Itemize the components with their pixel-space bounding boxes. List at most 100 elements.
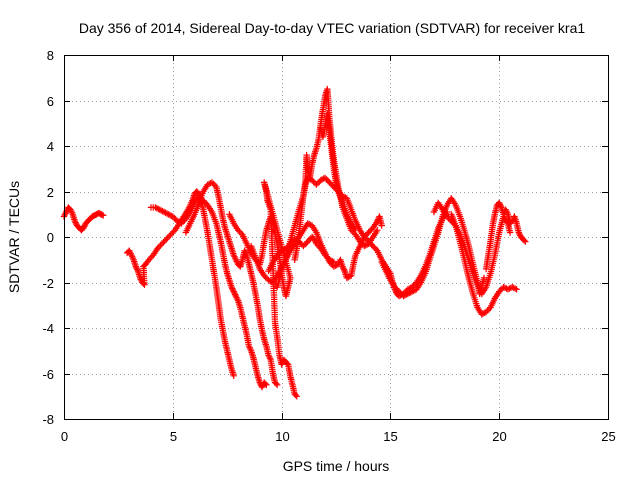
data-point <box>176 219 184 226</box>
data-point <box>497 286 504 294</box>
data-point <box>304 238 311 245</box>
data-point <box>500 283 507 291</box>
data-point <box>232 291 239 298</box>
data-point <box>311 237 319 244</box>
data-point <box>496 199 503 207</box>
data-point <box>241 247 248 254</box>
data-point <box>208 179 216 186</box>
data-point <box>306 220 313 228</box>
data-point <box>174 217 181 225</box>
data-point <box>126 249 134 256</box>
data-marks <box>60 85 529 400</box>
y-axis-label: SDTVAR / TECUs <box>6 181 22 293</box>
y-tick-label: -2 <box>42 276 54 291</box>
data-point <box>67 206 74 213</box>
data-point <box>210 180 217 188</box>
data-point <box>327 257 335 264</box>
data-point <box>230 252 237 259</box>
series-pass-4 <box>182 179 281 389</box>
data-point <box>160 239 167 246</box>
data-point <box>230 372 237 379</box>
data-point <box>326 256 333 263</box>
data-point <box>168 230 176 237</box>
data-point <box>147 255 154 262</box>
series-pass-5 <box>226 179 300 400</box>
y-tick-label: 6 <box>47 94 54 109</box>
data-point <box>321 174 329 182</box>
data-point <box>166 211 174 219</box>
y-tick-label: 0 <box>47 230 54 245</box>
data-point <box>126 247 133 254</box>
data-point <box>204 181 211 188</box>
data-point <box>231 253 238 260</box>
data-point <box>237 230 245 237</box>
data-point <box>366 239 374 247</box>
series-pass-2 <box>123 188 237 379</box>
data-point <box>68 208 75 215</box>
data-point <box>335 188 342 195</box>
data-point <box>228 283 235 291</box>
data-point <box>504 286 512 293</box>
data-point <box>234 227 242 234</box>
data-point <box>409 288 416 295</box>
data-point <box>207 180 214 187</box>
data-point <box>361 233 368 241</box>
data-point <box>332 262 339 269</box>
data-point <box>137 274 144 282</box>
data-point <box>292 391 299 399</box>
data-point <box>314 180 322 187</box>
data-point <box>510 284 517 291</box>
data-point <box>378 222 385 229</box>
data-point <box>231 289 238 297</box>
data-point <box>397 289 404 297</box>
series-pass-13 <box>448 211 520 318</box>
data-point <box>358 239 365 247</box>
chart-title: Day 356 of 2014, Sidereal Day-to-day VTE… <box>79 20 585 36</box>
data-point <box>201 198 208 206</box>
data-point <box>160 208 168 216</box>
data-point <box>313 240 320 247</box>
data-point <box>129 253 136 260</box>
data-point <box>275 250 282 257</box>
data-point <box>324 177 332 185</box>
data-point <box>166 233 173 240</box>
data-point <box>153 205 160 212</box>
data-point <box>273 380 280 387</box>
grid <box>64 55 608 419</box>
data-point <box>516 230 523 238</box>
data-point <box>62 210 69 217</box>
y-tick-label: -6 <box>42 367 54 382</box>
data-point <box>293 393 300 400</box>
data-point <box>403 291 410 298</box>
data-point <box>327 180 335 188</box>
data-point <box>165 211 172 218</box>
data-point <box>262 380 269 387</box>
data-point <box>406 289 413 297</box>
data-point <box>234 296 241 303</box>
data-point <box>340 193 348 200</box>
data-point <box>81 223 88 230</box>
data-point <box>158 240 166 247</box>
data-point <box>265 352 272 359</box>
data-point <box>393 285 400 292</box>
data-point <box>502 206 509 213</box>
y-tick-label: 2 <box>47 185 54 200</box>
x-tick-label: 20 <box>492 429 506 444</box>
data-point <box>127 250 134 257</box>
data-point <box>304 220 311 227</box>
data-point <box>340 264 347 272</box>
x-tick-label: 15 <box>383 429 397 444</box>
data-point <box>482 308 490 316</box>
y-tick-label: -8 <box>42 412 54 427</box>
data-point <box>283 360 291 367</box>
data-point <box>181 217 188 224</box>
data-point <box>522 238 529 245</box>
data-point <box>497 202 504 210</box>
data-point <box>366 227 374 235</box>
data-point <box>496 201 504 208</box>
series-pass-3 <box>147 192 270 391</box>
series-pass-11 <box>378 195 488 300</box>
data-point <box>163 236 170 243</box>
